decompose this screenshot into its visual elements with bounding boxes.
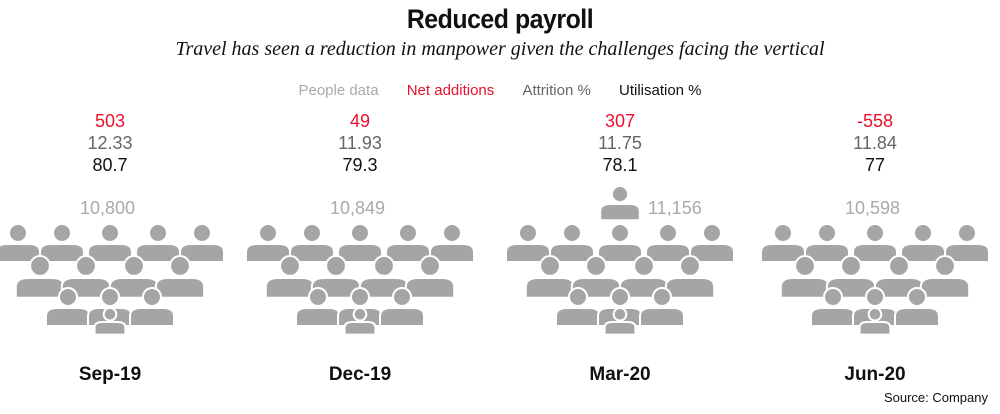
panel-jun-20: -558 11.84 77: [755, 110, 995, 176]
attrition-value: 11.84: [853, 133, 897, 153]
legend-net-additions: Net additions: [406, 82, 495, 99]
period-label: Dec-19: [328, 364, 392, 385]
person-icon: [639, 287, 685, 327]
utilisation-value: 77: [864, 155, 886, 175]
utilisation-value: 80.7: [92, 155, 128, 175]
person-icon: [858, 307, 892, 336]
person-icon: [289, 223, 335, 263]
period-label: Jun-20: [844, 364, 906, 385]
person-icon: [45, 287, 91, 327]
source-note: Source: Company: [883, 390, 988, 405]
person-icon: [245, 223, 291, 263]
person-icon: [760, 223, 806, 263]
person-icon: [919, 255, 971, 299]
crowd-mar-20: [505, 185, 735, 336]
person-icon: [645, 223, 691, 263]
person-icon: [404, 255, 456, 299]
person-icon: [549, 223, 595, 263]
person-icon: [894, 287, 940, 327]
attrition-value: 11.75: [598, 133, 642, 153]
person-icon: [385, 223, 431, 263]
person-icon: [852, 223, 898, 263]
person-icon: [295, 287, 341, 327]
legend-people: People data: [298, 82, 379, 99]
person-icon: [179, 223, 225, 263]
person-icon: [429, 223, 475, 263]
person-icon: [337, 223, 383, 263]
panel-sep-19: 503 12.33 80.7: [0, 110, 230, 176]
panel-dec-19: 49 11.93 79.3: [240, 110, 480, 176]
net-additions-value: -558: [856, 111, 894, 131]
person-icon: [810, 287, 856, 327]
people-count-label: 10,598: [845, 198, 901, 218]
attrition-value: 11.93: [338, 133, 382, 153]
crowd-dec-19: [245, 223, 475, 336]
utilisation-value: 79.3: [342, 155, 378, 175]
person-icon: [505, 223, 551, 263]
attrition-value: 12.33: [87, 133, 133, 153]
panel-mar-20: 307 11.75 78.1: [500, 110, 740, 176]
person-icon: [689, 223, 735, 263]
person-icon: [343, 307, 377, 336]
person-icon: [379, 287, 425, 327]
person-icon: [779, 255, 831, 299]
period-label: Sep-19: [78, 364, 142, 385]
person-icon: [603, 307, 637, 336]
people-count-label: 10,849: [330, 198, 386, 218]
person-icon: [944, 223, 990, 263]
crowd-jun-20: [760, 223, 990, 336]
legend: People data Net additions Attrition % Ut…: [0, 82, 1000, 99]
people-count-label: 11,156: [648, 198, 702, 218]
person-icon: [264, 255, 316, 299]
period-label: Mar-20: [589, 364, 651, 385]
net-additions-value: 49: [349, 111, 371, 131]
legend-attrition: Attrition %: [522, 82, 591, 99]
person-icon: [135, 223, 181, 263]
person-icon: [804, 223, 850, 263]
person-icon: [664, 255, 716, 299]
utilisation-value: 78.1: [602, 155, 638, 175]
person-icon: [87, 223, 133, 263]
person-icon: [39, 223, 85, 263]
chart-title: Reduced payroll: [406, 4, 594, 34]
chart-subtitle: Travel has seen a reduction in manpower …: [175, 38, 825, 60]
person-icon: [599, 185, 641, 222]
person-icon: [129, 287, 175, 327]
person-icon: [0, 223, 41, 263]
person-icon: [597, 223, 643, 263]
net-additions-value: 307: [604, 111, 636, 131]
people-count-label: 10,800: [80, 198, 136, 218]
legend-utilisation: Utilisation %: [618, 82, 702, 99]
person-icon: [14, 255, 66, 299]
person-icon: [93, 307, 127, 336]
person-icon: [900, 223, 946, 263]
crowd-sep-19: [0, 223, 225, 336]
net-additions-value: 503: [94, 111, 126, 131]
person-icon: [154, 255, 206, 299]
